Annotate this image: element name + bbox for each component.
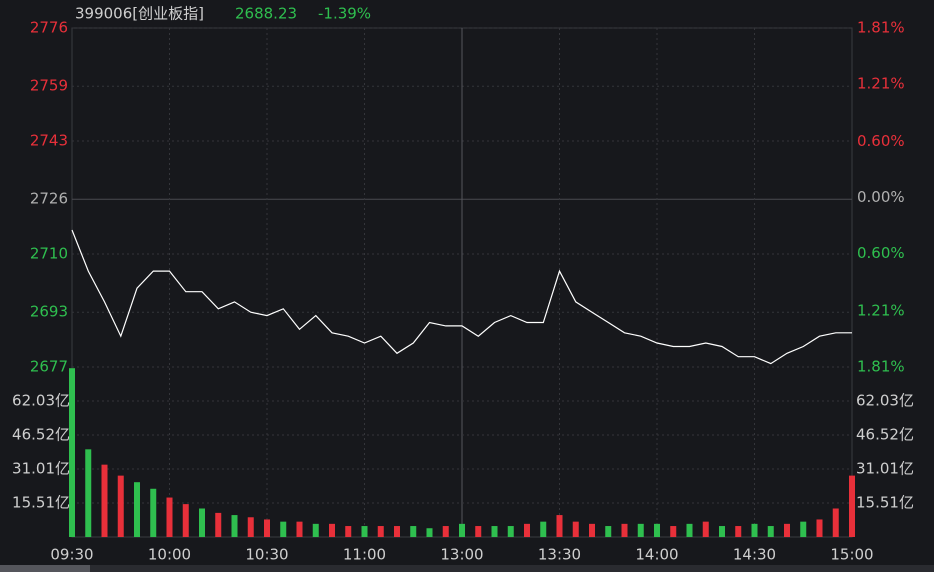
y-tick-label: 2710 bbox=[30, 245, 68, 263]
y-tick-label: 2776 bbox=[30, 19, 68, 37]
volume-bar bbox=[491, 526, 498, 537]
scrollbar-thumb bbox=[0, 565, 90, 572]
x-tick-label: 09:30 bbox=[50, 546, 93, 564]
volume-bar bbox=[426, 528, 433, 537]
index-price: 2688.23 bbox=[235, 5, 297, 23]
y2-tick-label: 1.21% bbox=[857, 301, 905, 319]
volume-bar bbox=[166, 497, 173, 537]
volume-bar bbox=[637, 523, 644, 537]
y2-tick-label: 0.60% bbox=[857, 244, 905, 262]
volume-bar bbox=[589, 523, 595, 537]
volume-bar bbox=[361, 526, 368, 537]
y-tick-label: 46.52亿 bbox=[12, 426, 70, 444]
volume-bar bbox=[784, 523, 790, 537]
y-tick-label: 15.51亿 bbox=[12, 494, 70, 512]
y2-tick-label: 1.21% bbox=[857, 75, 905, 93]
volume-bar bbox=[459, 523, 465, 537]
y-tick-label: 31.01亿 bbox=[12, 460, 70, 478]
y-tick-label: 2759 bbox=[30, 77, 68, 95]
y2-tick-label: 0.00% bbox=[857, 188, 905, 206]
volume-bar bbox=[150, 488, 157, 537]
volume-bar bbox=[345, 526, 352, 537]
y-tick-label: 2677 bbox=[30, 358, 68, 376]
volume-bar bbox=[85, 449, 92, 537]
y-tick-label: 2726 bbox=[30, 190, 68, 208]
volume-bar bbox=[540, 521, 547, 537]
scrollbar bbox=[0, 565, 934, 572]
x-tick-label: 13:00 bbox=[440, 546, 483, 564]
volume-bar bbox=[621, 523, 628, 537]
volume-bar bbox=[654, 523, 660, 537]
volume-bar bbox=[410, 526, 417, 537]
x-tick-label: 13:30 bbox=[538, 546, 581, 564]
volume-bar bbox=[377, 526, 384, 537]
volume-bar bbox=[800, 521, 807, 537]
volume-bar bbox=[556, 515, 563, 537]
x-tick-label: 10:30 bbox=[245, 546, 288, 564]
volume-bar bbox=[442, 526, 449, 537]
x-tick-label: 11:00 bbox=[343, 546, 386, 564]
volume-bar bbox=[767, 526, 774, 537]
volume-bar bbox=[394, 526, 400, 537]
volume-bar bbox=[231, 515, 238, 537]
price-line bbox=[71, 229, 852, 365]
volume-bar bbox=[264, 519, 270, 537]
y-tick-label-right: 46.52亿 bbox=[856, 426, 914, 444]
volume-bar bbox=[832, 508, 839, 537]
volume-bar bbox=[719, 526, 725, 537]
volume-bar bbox=[280, 521, 287, 537]
volume-bar bbox=[686, 523, 693, 537]
volume-bar bbox=[199, 508, 205, 537]
y2-tick-label: 0.60% bbox=[857, 132, 905, 150]
volume-bar bbox=[117, 475, 124, 537]
index-change: -1.39% bbox=[318, 5, 371, 23]
volume-bar bbox=[849, 475, 855, 537]
y-tick-label: 62.03亿 bbox=[12, 392, 70, 410]
volume-bar bbox=[751, 523, 758, 537]
volume-bar bbox=[670, 526, 677, 537]
volume-bar bbox=[524, 523, 530, 537]
y2-tick-label: 1.81% bbox=[857, 358, 905, 376]
volume-bar bbox=[702, 521, 709, 537]
volume-bar bbox=[475, 526, 482, 537]
y-tick-label-right: 31.01亿 bbox=[856, 460, 914, 478]
y-tick-label-right: 15.51亿 bbox=[856, 494, 914, 512]
volume-bar bbox=[312, 523, 319, 537]
volume-bar bbox=[182, 504, 189, 537]
volume-bar bbox=[296, 521, 303, 537]
y-tick-label-right: 62.03亿 bbox=[856, 392, 914, 410]
y2-tick-label: 1.81% bbox=[857, 19, 905, 37]
x-tick-label: 14:30 bbox=[733, 546, 776, 564]
y-tick-label: 2743 bbox=[30, 132, 68, 150]
volume-bar bbox=[735, 526, 742, 537]
volume-bar bbox=[329, 523, 335, 537]
y-tick-label: 2693 bbox=[30, 303, 68, 321]
volume-bar bbox=[816, 519, 823, 537]
x-tick-label: 15:00 bbox=[830, 546, 873, 564]
x-tick-label: 14:00 bbox=[635, 546, 678, 564]
index-name: 399006[创业板指] bbox=[75, 5, 204, 23]
volume-bar bbox=[69, 368, 75, 537]
x-tick-label: 10:00 bbox=[148, 546, 191, 564]
volume-bar bbox=[507, 526, 514, 537]
volume-bar bbox=[101, 464, 108, 537]
volume-bar bbox=[572, 521, 579, 537]
volume-bar bbox=[215, 512, 222, 537]
volume-bar bbox=[605, 526, 612, 537]
volume-bar bbox=[247, 517, 254, 537]
volume-bar bbox=[134, 482, 140, 537]
